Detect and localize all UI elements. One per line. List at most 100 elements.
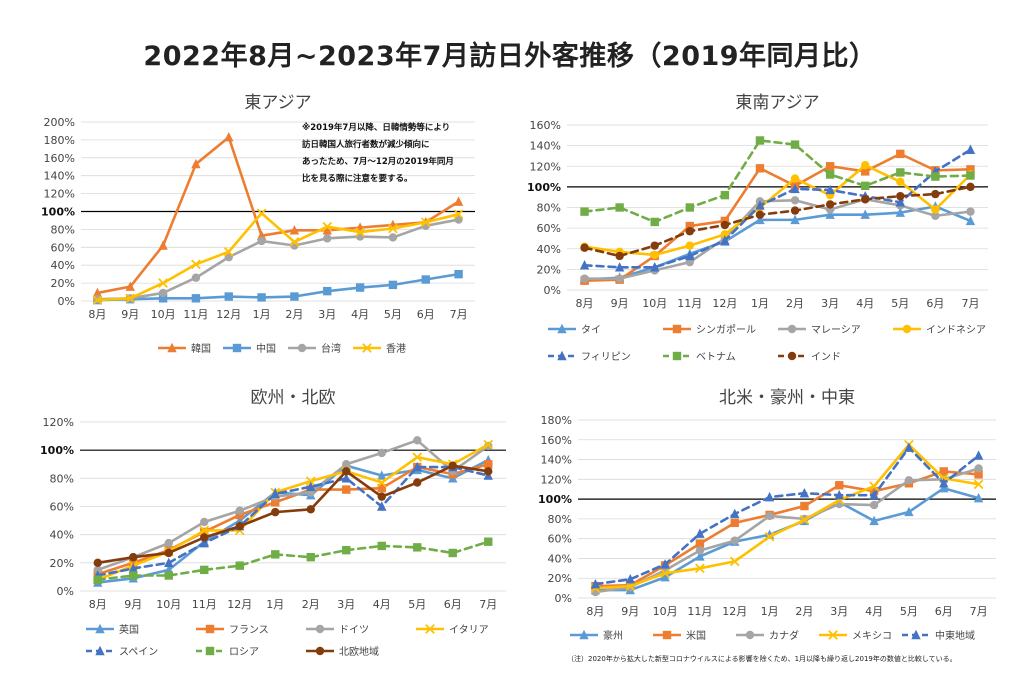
- data-point: [306, 553, 315, 562]
- data-point: [835, 481, 844, 490]
- data-point: [483, 439, 494, 450]
- y-tick-label: 80%: [51, 223, 75, 236]
- x-tick-label: 10月: [156, 598, 181, 611]
- legend-label: イタリア: [449, 624, 489, 636]
- data-point: [271, 498, 280, 507]
- data-point: [376, 477, 387, 488]
- data-point: [323, 234, 332, 243]
- legend-label: ベトナム: [696, 351, 736, 363]
- data-point: [388, 280, 398, 290]
- y-tick-label: 20%: [548, 572, 572, 585]
- y-tick-label: 120%: [43, 416, 74, 429]
- data-point: [453, 209, 464, 220]
- x-tick-label: 11月: [183, 308, 208, 321]
- y-tick-label: 100%: [527, 181, 561, 194]
- data-point: [685, 241, 694, 250]
- legend-marker: [95, 623, 105, 634]
- data-point: [191, 259, 201, 270]
- data-point: [895, 197, 905, 207]
- data-point: [660, 572, 670, 582]
- data-point: [895, 207, 905, 217]
- data-point: [580, 243, 589, 252]
- data-point: [896, 177, 905, 186]
- data-point: [685, 250, 695, 261]
- data-point: [421, 275, 430, 284]
- legend-item: 香港: [353, 343, 406, 355]
- series-イタリア: [92, 439, 494, 585]
- series-香港: [92, 208, 464, 305]
- legend-item: マレーシア: [778, 324, 861, 336]
- x-tick-label: 10月: [653, 605, 678, 618]
- x-tick-label: 1月: [266, 598, 284, 611]
- data-point: [720, 220, 730, 230]
- x-tick-label: 7月: [961, 297, 979, 310]
- data-point: [257, 293, 266, 302]
- data-point: [825, 209, 835, 219]
- data-point: [931, 189, 940, 199]
- x-tick-label: 3月: [318, 308, 336, 321]
- data-point: [825, 162, 835, 171]
- legend-marker: [745, 630, 755, 640]
- data-point: [695, 539, 705, 548]
- series-中東地域: [590, 442, 984, 589]
- data-point: [191, 158, 201, 169]
- data-point: [730, 518, 739, 528]
- x-tick-label: 3月: [830, 605, 848, 618]
- data-point: [765, 511, 774, 521]
- legend-label: 台湾: [321, 342, 341, 355]
- data-point: [92, 295, 103, 305]
- legend-label: インドネシア: [926, 324, 986, 336]
- data-point: [412, 452, 423, 463]
- y-tick-label: 60%: [537, 222, 561, 235]
- data-point: [729, 556, 740, 567]
- legend-item: シンガポール: [663, 324, 756, 336]
- data-point: [790, 196, 800, 205]
- data-point: [720, 230, 730, 239]
- data-point: [323, 286, 332, 296]
- data-point: [289, 225, 300, 235]
- legend-item: 中東地域: [902, 629, 975, 642]
- y-tick-label: 100%: [40, 444, 74, 457]
- data-point: [448, 461, 457, 470]
- data-point: [129, 553, 138, 562]
- legend-marker: [232, 343, 242, 353]
- chart-title: 東南アジア: [735, 93, 819, 113]
- data-point: [129, 558, 138, 568]
- data-point: [764, 491, 775, 502]
- data-point: [224, 292, 233, 301]
- y-tick-label: 200%: [44, 116, 75, 129]
- footnote: （注）2020年から拡大した新型コロナウイルスによる影響を除くため、1月以降も繰…: [567, 655, 957, 663]
- data-point: [939, 478, 949, 488]
- data-point: [164, 538, 173, 548]
- x-tick-label: 4月: [351, 308, 369, 321]
- data-point: [257, 236, 266, 246]
- data-point: [861, 181, 870, 191]
- data-point: [965, 215, 976, 226]
- legend-item: ロシア: [196, 646, 259, 658]
- data-point: [973, 450, 984, 460]
- data-point: [235, 506, 244, 515]
- data-point: [614, 262, 625, 272]
- data-point: [164, 557, 174, 568]
- data-point: [650, 217, 659, 227]
- data-point: [625, 574, 635, 584]
- legend-label: 中東地域: [935, 629, 975, 642]
- series-インド: [580, 182, 975, 261]
- data-point: [158, 288, 168, 298]
- x-tick-label: 11月: [192, 598, 217, 611]
- legend-item: 北欧地域: [306, 645, 379, 658]
- legend-marker: [662, 630, 672, 640]
- main-title: 2022年8月~2023年7月訪日外客推移（2019年同月比）: [143, 41, 877, 72]
- data-point: [755, 136, 765, 145]
- data-point: [271, 507, 280, 517]
- x-tick-label: 5月: [891, 297, 909, 310]
- legend-label: シンガポール: [696, 324, 756, 336]
- x-tick-label: 1月: [253, 308, 271, 321]
- data-point: [973, 479, 984, 490]
- x-tick-label: 7月: [479, 598, 497, 611]
- legend-item: インド: [778, 351, 841, 363]
- x-tick-label: 12月: [227, 598, 252, 611]
- annotation-line: あったため、7月～12月の2019年同月: [302, 157, 454, 167]
- chart-title: 東アジア: [244, 93, 311, 113]
- x-tick-label: 12月: [722, 605, 747, 618]
